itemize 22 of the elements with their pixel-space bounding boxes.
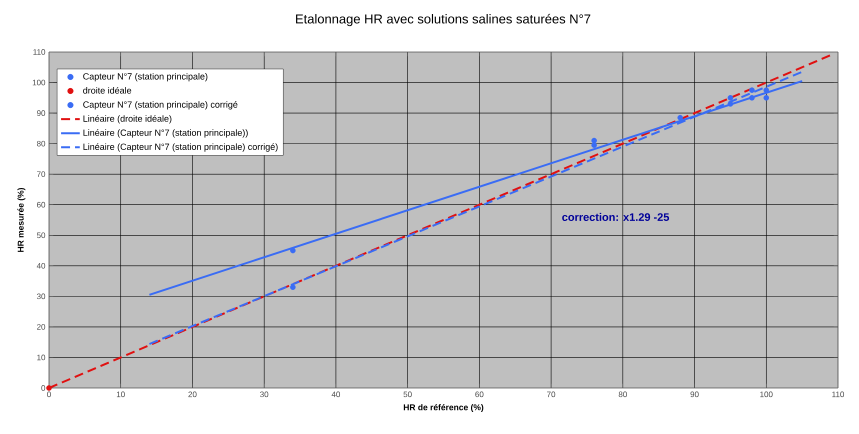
point	[290, 248, 296, 254]
legend-label: Linéaire (Capteur N°7 (station principale))	[84, 129, 248, 138]
point	[46, 385, 52, 391]
y-axis-title: HR mesurée (%)	[17, 188, 26, 252]
point	[728, 95, 734, 101]
legend-label: Linéaire (Capteur N°7 (station principale) corrigé)	[84, 143, 278, 152]
point	[290, 284, 296, 290]
chart-title: Etalonnage HR avec solutions salines saturées N°7	[296, 14, 590, 26]
point	[763, 95, 770, 101]
point	[763, 87, 770, 93]
point	[591, 138, 597, 144]
point	[749, 87, 755, 93]
annotation: correction: x1.29 -25	[562, 212, 670, 221]
point	[677, 114, 683, 120]
point	[591, 142, 597, 148]
point	[728, 101, 734, 107]
point	[749, 95, 755, 101]
x-axis-title: HR de référence (%)	[404, 404, 484, 412]
legend-label: droite idéale	[83, 86, 132, 94]
legend-label: Linéaire (droite idéale)	[84, 115, 172, 124]
legend-label: Capteur N°7 (station principale) corrigé	[83, 101, 238, 110]
legend-label: Capteur N°7 (station principale)	[83, 72, 208, 82]
